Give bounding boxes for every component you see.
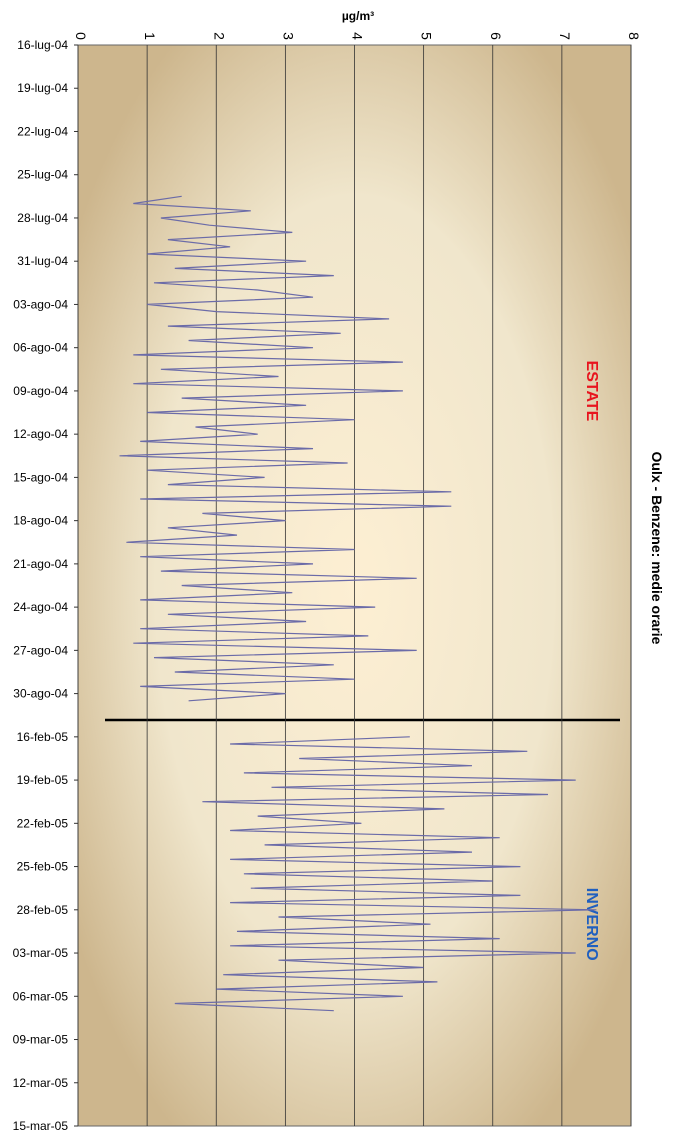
value-tick-label: 1 <box>142 32 158 40</box>
date-tick-label: 12-mar-05 <box>13 1076 69 1090</box>
annotation: ESTATE <box>583 361 600 422</box>
date-tick-label: 22-lug-04 <box>17 124 68 138</box>
date-tick-label: 03-ago-04 <box>13 297 68 311</box>
value-tick-label: 8 <box>626 32 642 40</box>
date-tick-label: 19-feb-05 <box>17 773 69 787</box>
value-tick-label: 2 <box>211 32 227 40</box>
axis-label: µg/m³ <box>342 9 374 23</box>
date-tick-label: 19-lug-04 <box>17 81 68 95</box>
date-tick-label: 25-lug-04 <box>17 168 68 182</box>
value-tick-label: 7 <box>557 32 573 40</box>
date-tick-label: 21-ago-04 <box>13 557 68 571</box>
date-tick-label: 30-ago-04 <box>13 687 68 701</box>
chart-title: Oulx - Benzene: medie orarie <box>649 452 665 645</box>
date-tick-label: 16-feb-05 <box>17 730 69 744</box>
date-tick-label: 06-ago-04 <box>13 341 68 355</box>
date-tick-label: 09-mar-05 <box>13 1033 69 1047</box>
date-tick-label: 15-mar-05 <box>13 1119 69 1133</box>
date-tick-label: 18-ago-04 <box>13 514 68 528</box>
date-tick-label: 28-lug-04 <box>17 211 68 225</box>
value-tick-label: 0 <box>73 32 89 40</box>
date-tick-label: 28-feb-05 <box>17 903 69 917</box>
date-tick-label: 06-mar-05 <box>13 989 69 1003</box>
date-tick-label: 15-ago-04 <box>13 470 68 484</box>
annotation: INVERNO <box>583 888 600 961</box>
value-tick-label: 5 <box>419 32 435 40</box>
value-tick-label: 6 <box>488 32 504 40</box>
date-tick-label: 27-ago-04 <box>13 643 68 657</box>
date-tick-label: 25-feb-05 <box>17 860 69 874</box>
value-tick-label: 3 <box>280 32 296 40</box>
date-tick-label: 16-lug-04 <box>17 38 68 52</box>
date-tick-label: 24-ago-04 <box>13 600 68 614</box>
date-tick-label: 31-lug-04 <box>17 254 68 268</box>
date-tick-label: 09-ago-04 <box>13 384 68 398</box>
series-line <box>119 195 597 1012</box>
date-tick-label: 22-feb-05 <box>17 816 69 830</box>
date-tick-label: 03-mar-05 <box>13 946 69 960</box>
value-tick-label: 4 <box>350 32 366 40</box>
date-tick-label: 12-ago-04 <box>13 427 68 441</box>
